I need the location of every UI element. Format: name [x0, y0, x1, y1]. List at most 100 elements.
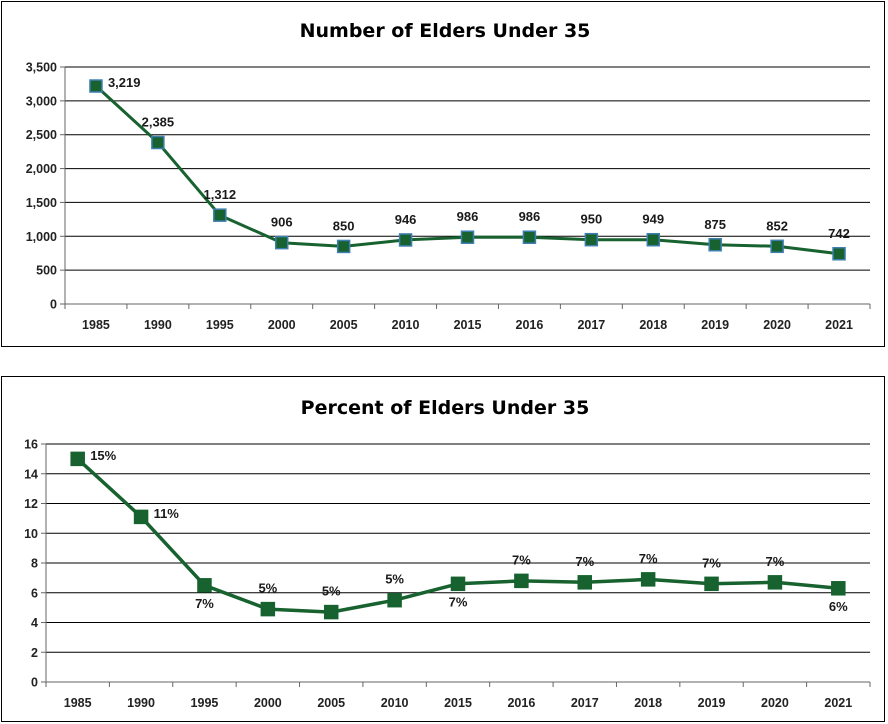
data-label: 2,385	[142, 115, 175, 130]
x-tick-label: 2000	[254, 696, 282, 710]
data-point	[767, 575, 783, 590]
data-point	[336, 239, 351, 254]
x-tick-label: 2018	[639, 318, 667, 332]
y-tick-label: 12	[24, 497, 38, 511]
data-label: 7%	[766, 554, 785, 569]
y-tick-label: 8	[31, 557, 38, 571]
data-point	[323, 604, 339, 620]
y-tick-label: 10	[24, 527, 38, 541]
data-point	[832, 247, 846, 261]
chart-title: Percent of Elders Under 35	[301, 397, 590, 419]
data-point	[89, 79, 103, 93]
data-point	[133, 509, 149, 525]
x-tick-label: 2010	[392, 318, 420, 332]
data-point	[197, 578, 212, 593]
data-label: 5%	[322, 584, 341, 599]
data-point	[213, 208, 227, 222]
y-tick-label: 16	[24, 438, 38, 452]
chart-elders-count: Number of Elders Under 35 0 500 1,000 1,500…	[26, 20, 871, 332]
chart-panel-elders-count: Number of Elders Under 35 0 500 1,000 1,500…	[1, 1, 885, 347]
x-tick-label: 2019	[701, 318, 729, 332]
data-label: 850	[333, 218, 355, 233]
data-label: 946	[395, 212, 417, 227]
data-point	[151, 135, 165, 150]
data-point	[646, 232, 661, 247]
data-point	[640, 572, 656, 587]
data-label: 852	[766, 218, 788, 233]
data-label: 7%	[449, 594, 468, 609]
y-tick-label: 3,500	[26, 61, 57, 75]
data-point	[577, 575, 593, 590]
series-line	[94, 84, 840, 256]
data-label: 949	[642, 212, 664, 227]
y-tick-label: 2	[31, 646, 38, 660]
data-point	[708, 238, 722, 252]
data-label: 950	[580, 212, 602, 227]
data-point	[274, 235, 289, 250]
data-label: 7%	[639, 551, 658, 566]
x-tick-label: 2005	[317, 696, 345, 710]
y-tick-label: 6	[31, 586, 38, 600]
x-tick-label: 2016	[507, 696, 535, 710]
data-label: 7%	[195, 596, 214, 611]
data-label: 15%	[90, 448, 116, 463]
x-tick-label: 2021	[825, 318, 853, 332]
data-point	[770, 239, 784, 254]
y-tick-label: 2,500	[26, 128, 57, 142]
x-tick-label: 2020	[761, 696, 789, 710]
x-tick-label: 2020	[763, 318, 791, 332]
data-point	[460, 230, 475, 244]
data-label: 906	[271, 215, 293, 230]
x-tick-label: 2015	[444, 696, 472, 710]
x-tick-label: 2005	[330, 318, 358, 332]
data-label: 1,312	[204, 187, 237, 202]
x-tick-label: 1995	[191, 696, 219, 710]
data-label: 742	[828, 226, 850, 241]
y-tick-label: 2,000	[26, 162, 57, 176]
y-tick-label: 1,500	[26, 196, 57, 210]
data-label: 11%	[154, 506, 180, 521]
data-label: 7%	[702, 555, 721, 570]
chart-title: Number of Elders Under 35	[300, 20, 591, 42]
data-label: 5%	[258, 581, 277, 596]
x-tick-label: 2017	[571, 696, 599, 710]
x-tick-label: 2016	[516, 318, 544, 332]
data-label: 7%	[512, 552, 531, 567]
data-point	[704, 576, 719, 592]
x-tick-label: 1985	[82, 318, 110, 332]
data-point	[387, 592, 402, 608]
x-tick-label: 1985	[64, 696, 92, 710]
data-label: 7%	[575, 554, 594, 569]
x-tick-label: 2010	[381, 696, 409, 710]
x-tick-label: 2017	[577, 318, 605, 332]
data-label: 3,219	[108, 75, 141, 90]
data-point	[831, 581, 846, 596]
y-tick-label: 0	[50, 298, 57, 312]
y-tick-label: 14	[24, 467, 38, 481]
x-tick-label: 1990	[144, 318, 172, 332]
y-tick-label: 3,000	[26, 94, 57, 108]
data-point	[70, 451, 85, 467]
y-tick-label: 0	[31, 676, 38, 690]
data-point	[514, 573, 529, 589]
x-tick-label: 2018	[634, 696, 662, 710]
x-tick-label: 2021	[824, 696, 852, 710]
data-point	[398, 233, 413, 247]
data-point	[260, 601, 276, 617]
x-tick-label: 2019	[698, 696, 726, 710]
y-tick-label: 500	[36, 264, 57, 278]
data-point	[522, 230, 537, 244]
y-tick-label: 1,000	[26, 230, 57, 244]
data-point	[584, 232, 599, 247]
data-label: 6%	[829, 599, 848, 614]
data-point	[450, 576, 466, 592]
x-tick-label: 2000	[268, 318, 296, 332]
y-tick-label: 4	[31, 616, 38, 630]
data-label: 875	[704, 217, 726, 232]
x-tick-label: 2015	[454, 318, 482, 332]
chart-elders-percent: Percent of Elders Under 35 0 2 4 6 8 10 12 14 16…	[24, 397, 871, 710]
x-tick-label: 1995	[206, 318, 234, 332]
data-label: 5%	[385, 572, 404, 587]
data-label: 986	[519, 209, 541, 224]
chart-panel-elders-percent: Percent of Elders Under 35 0 2 4 6 8 10 12 14 16…	[1, 376, 885, 722]
